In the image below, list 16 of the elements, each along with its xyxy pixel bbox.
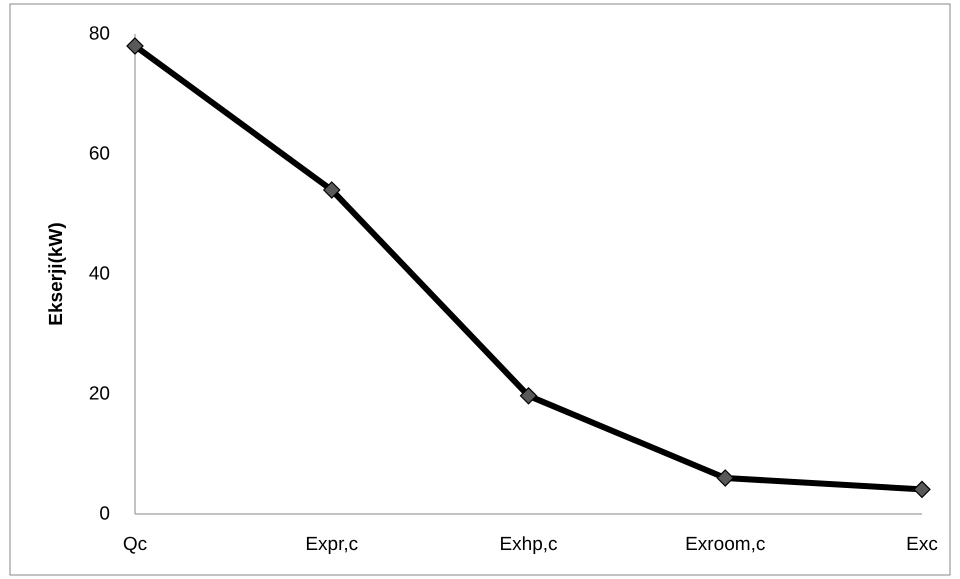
x-tick-label: Exc — [906, 534, 938, 555]
point — [913, 480, 931, 498]
x-tick-label: Exroom,c — [685, 534, 766, 555]
y-axis-title: Ekserji(kW) — [46, 222, 67, 326]
y-tick-label: 80 — [88, 24, 110, 44]
x-tick-label: Expr,c — [305, 534, 358, 555]
point — [323, 181, 340, 199]
y-tick-label: 0 — [99, 504, 110, 524]
point — [716, 469, 734, 487]
point — [520, 387, 538, 404]
x-tick-label: Exhp,c — [499, 534, 558, 555]
y-tick-label: 60 — [88, 144, 110, 164]
point — [126, 37, 144, 55]
y-tick-label: 20 — [88, 384, 110, 404]
y-tick-label: 40 — [88, 264, 110, 284]
x-tick-label: Qc — [122, 534, 148, 555]
